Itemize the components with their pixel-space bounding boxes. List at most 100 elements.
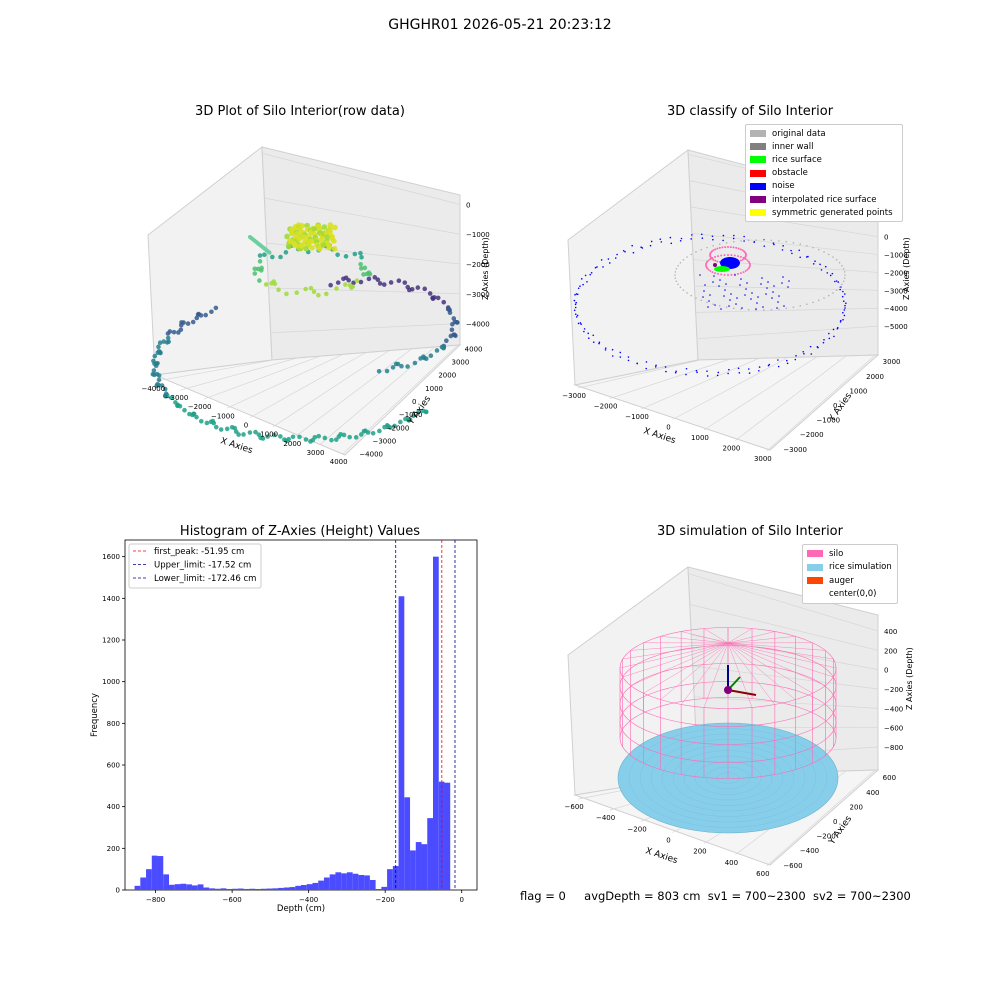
raw-data-point	[190, 319, 196, 325]
classify-wall-point	[736, 255, 739, 258]
classify-wall-point	[741, 258, 744, 261]
raw-data-point	[439, 344, 445, 350]
raw-data-point	[362, 265, 368, 271]
classify-legend-item: original data	[750, 127, 898, 140]
sim-ztick-label: 400	[884, 628, 897, 636]
classify-noise-point	[782, 276, 784, 278]
histogram-legend-label: first_peak: -51.95 cm	[154, 547, 244, 557]
classify-noise-point	[576, 293, 579, 296]
raw-data-point	[252, 271, 258, 276]
classify-wall-point	[724, 246, 727, 249]
classify-noise-point	[674, 371, 677, 374]
classify-noise-point	[720, 308, 722, 310]
classify-wall-point	[718, 246, 721, 249]
raw-data-point	[398, 419, 403, 425]
classify-noise-point	[795, 354, 797, 357]
raw-data-point	[444, 338, 449, 343]
raw-data-point	[409, 286, 415, 292]
raw-data-point	[257, 259, 263, 264]
raw-data-point	[187, 411, 192, 417]
classify-wall-point	[709, 269, 712, 272]
histogram-bar	[174, 884, 181, 890]
classify-wall-point	[706, 267, 709, 270]
classify-noise-point	[574, 306, 577, 309]
center-marker	[724, 686, 732, 694]
sv1-text: sv1 = 700~2300	[707, 889, 806, 903]
classify-noise-point	[756, 302, 758, 304]
classify-noise-point	[783, 305, 785, 307]
classify-noise-point	[719, 279, 721, 281]
classify-legend-swatch	[750, 156, 766, 164]
classify-noise-point	[619, 351, 622, 354]
classify-noise-point	[708, 300, 710, 302]
histogram-bar	[214, 888, 221, 890]
raw-data-point	[382, 424, 387, 430]
raw-data-point	[449, 327, 455, 333]
histogram-bar	[289, 887, 296, 890]
histogram-ytick-label: 1000	[102, 678, 120, 686]
classify-noise-point	[713, 275, 715, 277]
classify-wall-point	[744, 269, 747, 272]
raw-data-point	[159, 383, 165, 388]
classify-noise-point	[627, 356, 630, 358]
raw-data-point	[297, 434, 302, 440]
cls-ytick-label: −1000	[816, 417, 840, 425]
classify-wall-point	[736, 272, 739, 275]
raw-data-point	[434, 348, 440, 353]
classify-noise-point	[728, 305, 730, 307]
cls-xtick-label: −3000	[562, 392, 586, 400]
classify-original-point	[747, 308, 750, 311]
raw-ztick-label: −1000	[466, 231, 490, 239]
classify-noise-point	[718, 285, 720, 287]
simulation-ylabel: Y Axies	[827, 814, 855, 847]
histogram-bar	[220, 888, 227, 890]
sim-ytick-label: −600	[783, 862, 802, 870]
classify-original-point	[844, 274, 846, 276]
histogram-bar	[329, 874, 336, 890]
classify-original-point	[700, 299, 703, 302]
classify-noise-point	[622, 249, 625, 252]
classify-noise-point	[695, 369, 698, 372]
raw-floor-gridline	[180, 357, 298, 391]
classify-wall-point	[748, 262, 751, 265]
raw-data-point	[178, 327, 184, 333]
classify-noise-point	[750, 298, 752, 300]
histogram-xtick-label: −200	[376, 896, 395, 904]
raw-xtick-label: 4000	[330, 458, 348, 466]
classify-noise-point	[826, 272, 829, 274]
raw-xlabel: X Axies	[219, 436, 254, 456]
histogram-bar	[272, 888, 279, 890]
sim-wall-gridline	[691, 634, 879, 670]
sim-ztick-label: −200	[884, 686, 903, 694]
raw-data-point	[308, 238, 315, 245]
histogram-bar	[237, 888, 244, 890]
sim-wall-gridline	[687, 573, 879, 632]
classify-wall-point	[714, 255, 717, 258]
classify-noise-point	[685, 367, 688, 370]
classify-noise-point	[839, 288, 841, 291]
raw-ytick-label: −4000	[359, 451, 383, 459]
classify-legend-swatch	[750, 196, 766, 204]
raw-xtick-label: −3000	[165, 394, 189, 402]
classify-noise-point	[844, 304, 846, 307]
raw-data-point	[303, 437, 309, 442]
silo-wire-roof	[727, 642, 796, 700]
classify-noise-point	[583, 328, 586, 330]
classify-noise-point	[576, 314, 579, 317]
raw-data-point	[224, 426, 230, 432]
histogram-bar	[232, 888, 238, 890]
classify-noise-point	[748, 368, 750, 370]
classify-legend-label: original data	[772, 128, 826, 139]
classify-noise-point	[834, 280, 836, 283]
histogram-bar	[283, 887, 290, 890]
raw-data-point	[411, 413, 416, 419]
classify-wall-point	[705, 262, 708, 265]
silo-wire-roof	[660, 642, 729, 700]
raw-data-point	[353, 435, 359, 440]
raw-data-point	[198, 313, 204, 318]
histogram-bar	[369, 880, 376, 890]
sim-wall-gridline	[692, 665, 879, 690]
classify-noise-point	[809, 345, 812, 348]
raw-data-point	[213, 305, 219, 311]
raw-data-point	[291, 242, 298, 248]
